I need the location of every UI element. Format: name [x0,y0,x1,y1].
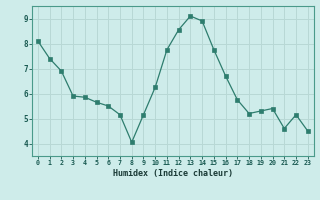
X-axis label: Humidex (Indice chaleur): Humidex (Indice chaleur) [113,169,233,178]
